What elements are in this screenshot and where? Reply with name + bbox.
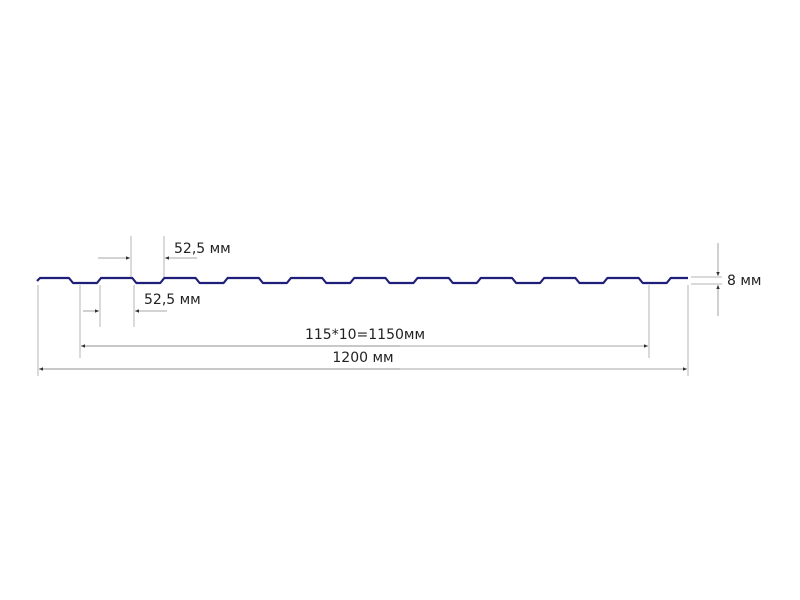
crest-width-dimension: 52,5 мм: [98, 236, 231, 277]
sheet-profile: [36, 276, 688, 285]
height-label: 8 мм: [727, 273, 761, 289]
working-width-dimension: 115*10=1150мм: [79, 285, 650, 358]
crest-width-label: 52,5 мм: [174, 241, 231, 257]
trough-width-dimension: 52,5 мм: [83, 285, 201, 327]
height-dimension: 8 мм: [691, 243, 761, 316]
trough-width-label: 52,5 мм: [144, 292, 201, 308]
total-width-dimension: 1200 мм: [37, 285, 689, 376]
total-width-label: 1200 мм: [332, 350, 393, 366]
working-width-label: 115*10=1150мм: [305, 327, 425, 343]
